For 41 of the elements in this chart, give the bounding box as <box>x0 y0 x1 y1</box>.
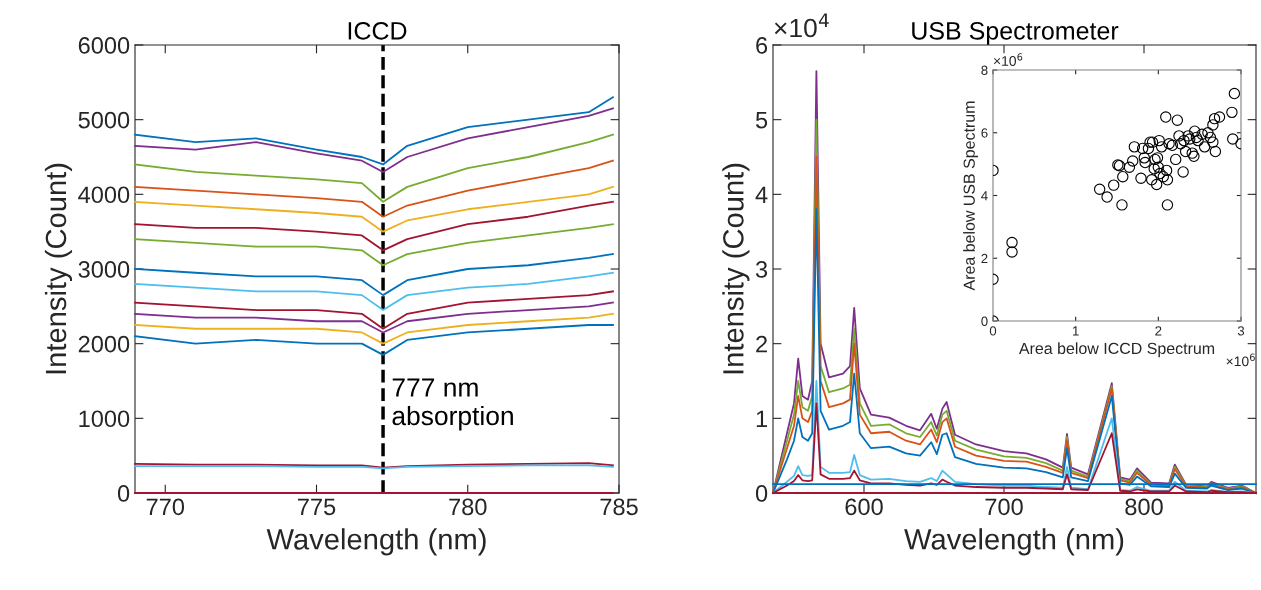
x-axis-title: Wavelength (nm) <box>266 528 486 556</box>
y-tick-label: 0 <box>981 316 988 326</box>
y-tick-label: 3000 <box>78 261 130 278</box>
y-tick-label: 4 <box>981 191 988 201</box>
x-tick-label: 1 <box>1073 326 1079 336</box>
y-tick-label: 2000 <box>78 335 130 353</box>
chart-title: ICCD <box>348 21 407 40</box>
y-tick-label: 0 <box>117 485 130 502</box>
text: ×10$^{4}$ <box>774 13 829 38</box>
x-axis-title: Area below ICCD Spectrum <box>1018 342 1215 358</box>
x-tick-label: 775 <box>298 498 336 516</box>
x-tick-label: 0 <box>989 326 997 336</box>
y-tick-label: 6 <box>756 37 768 54</box>
y-tick-label: 3 <box>755 261 768 278</box>
y-axis-title: Intensity (Count) <box>722 163 750 374</box>
y-tick-label: 2 <box>981 253 988 264</box>
annotation: 777 nm absorption <box>392 378 513 431</box>
y-tick-label: 5000 <box>78 111 130 129</box>
annotation: ×10$^{6}$ <box>1226 353 1255 367</box>
x-tick-label: 780 <box>449 498 487 516</box>
y-tick-label: 4 <box>755 186 768 203</box>
y-axis-title: Area below USB Spectrum <box>963 101 979 291</box>
y-tick-label: 1000 <box>79 410 130 428</box>
x-tick-label: 3 <box>1237 326 1245 336</box>
y-tick-label: 1 <box>756 410 767 427</box>
x-tick-label: 770 <box>146 498 185 516</box>
y-axis-title: Intensity (Count) <box>44 163 73 374</box>
y-tick-label: 5 <box>755 111 768 129</box>
y-tick-label: 0 <box>755 485 768 502</box>
y-tick-label: 4000 <box>78 186 130 204</box>
y-tick-label: 6 <box>981 128 988 138</box>
x-tick-label: 700 <box>985 498 1023 516</box>
annotation: ×10$^{6}$ <box>993 53 1023 66</box>
chart-title: USB Spectrometer <box>912 21 1119 45</box>
y-tick-label: 6000 <box>78 37 130 54</box>
x-axis-title: Wavelength (nm) <box>904 528 1124 556</box>
y-tick-label: 8 <box>981 65 988 75</box>
x-tick-label: 2 <box>1155 326 1162 336</box>
x-tick-label: 785 <box>600 498 638 516</box>
x-tick-label: 800 <box>1125 498 1163 516</box>
x-tick-label: 600 <box>845 498 883 516</box>
